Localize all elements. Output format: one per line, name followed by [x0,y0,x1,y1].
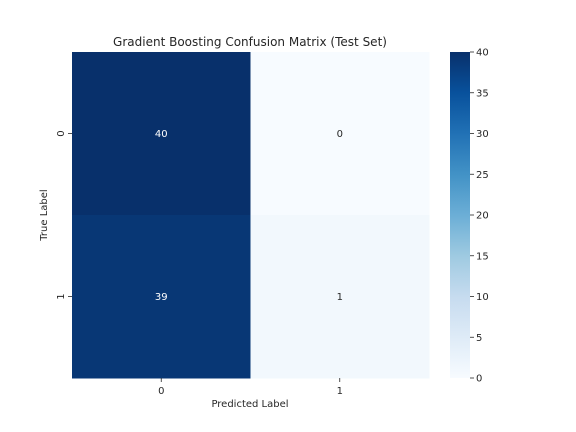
colorbar-tick-label: 15 [476,251,489,262]
y-tick-label: 1 [56,293,67,299]
cell-value-label: 39 [155,292,168,303]
heatmap-cells [72,52,430,379]
colorbar-tick-label: 20 [476,211,489,222]
colorbar [450,52,470,378]
y-axis-label: True Label [39,189,50,241]
heatmap-cell-r0-c0 [72,52,251,216]
x-axis-label: Predicted Label [211,399,288,410]
heatmap-cell-r1-c0 [72,215,251,379]
x-tick-label: 1 [337,386,343,397]
colorbar-tick-label: 0 [476,374,482,385]
y-tick-label: 0 [56,130,67,136]
colorbar-tick-label: 30 [476,129,489,140]
colorbar-tick-label: 40 [476,48,489,59]
colorbar-ticks: 0 5 10 15 20 25 30 35 40 [470,48,489,385]
cell-value-label: 40 [155,129,168,140]
colorbar-tick-label: 5 [476,333,482,344]
colorbar-tick-label: 35 [476,88,489,99]
heatmap-cell-labels: 40 0 39 1 [155,129,343,303]
heatmap-cell-r0-c1 [250,52,430,216]
colorbar-tick-label: 25 [476,170,489,181]
y-axis: 01 [56,130,72,300]
cell-value-label: 1 [337,292,343,303]
x-tick-label: 0 [158,386,164,397]
heatmap-cell-r1-c1 [250,215,430,379]
colorbar-tick-label: 10 [476,292,489,303]
cell-value-label: 0 [337,129,343,140]
chart-title: Gradient Boosting Confusion Matrix (Test… [113,35,387,49]
